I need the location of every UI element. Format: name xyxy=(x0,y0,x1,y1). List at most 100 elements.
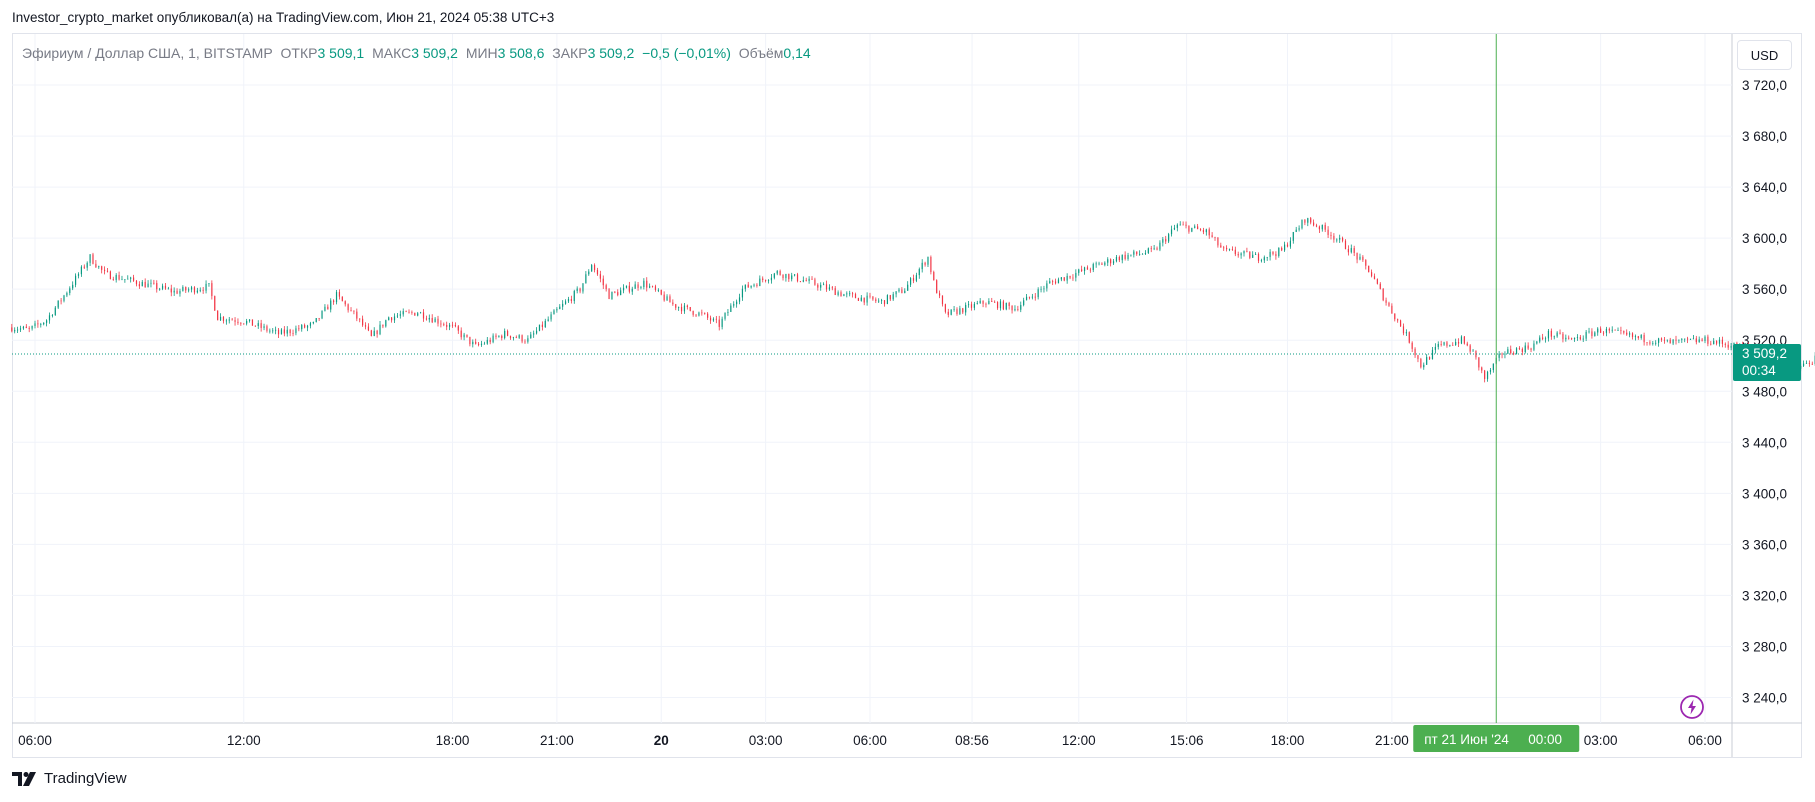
candle-body xyxy=(956,309,958,315)
candle-body xyxy=(1463,336,1465,344)
candle-body xyxy=(625,285,628,288)
candle-body xyxy=(1269,251,1271,257)
candle-body xyxy=(1678,339,1680,341)
candle-body xyxy=(1623,330,1625,333)
candle-body xyxy=(292,333,294,334)
candle-body xyxy=(405,311,407,312)
candle-body xyxy=(689,306,691,311)
candle-body xyxy=(979,300,981,304)
candle-body xyxy=(1573,337,1576,340)
candle-body xyxy=(663,294,665,301)
x-tick-label: 21:00 xyxy=(1375,733,1409,748)
candle-body xyxy=(1208,229,1210,236)
candle-body xyxy=(1397,319,1399,321)
candle-body xyxy=(924,262,926,265)
candle-body xyxy=(730,305,732,312)
candle-body xyxy=(48,315,51,321)
candle-body xyxy=(370,330,372,336)
candle-body xyxy=(672,302,674,305)
candle-body xyxy=(883,300,886,305)
candle-body xyxy=(1437,343,1439,347)
candle-body xyxy=(132,277,135,281)
candle-body xyxy=(857,298,860,301)
candle-body xyxy=(1202,230,1205,233)
x-tick-label: 18:00 xyxy=(436,733,470,748)
lightning-icon[interactable] xyxy=(1679,694,1705,720)
candle-body xyxy=(153,282,155,284)
candle-body xyxy=(185,287,187,291)
candle-body xyxy=(724,312,726,319)
candle-body xyxy=(504,330,506,339)
candle-body xyxy=(1101,263,1103,265)
candle-body xyxy=(69,288,71,293)
candle-body xyxy=(753,284,755,286)
candle-body xyxy=(251,319,254,326)
candle-body xyxy=(1695,338,1697,343)
candle-body xyxy=(1701,339,1703,341)
currency-button[interactable]: USD xyxy=(1737,40,1792,70)
candle-body xyxy=(936,280,938,294)
x-tick-label: 12:00 xyxy=(227,733,261,748)
candle-body xyxy=(1089,269,1091,271)
candle-body xyxy=(1144,253,1147,254)
candle-body xyxy=(1704,336,1706,341)
candle-body xyxy=(1513,353,1515,355)
candle-body xyxy=(1521,348,1523,353)
legend-symbol[interactable]: Эфириум / Доллар США, 1, BITSTAMP xyxy=(22,45,273,61)
chart-frame[interactable] xyxy=(12,33,1802,758)
candle-body xyxy=(709,317,712,321)
candle-body xyxy=(1608,328,1610,331)
candle-body xyxy=(269,330,271,332)
candle-body xyxy=(631,288,633,292)
candle-body xyxy=(1466,343,1468,346)
candle-body xyxy=(1629,333,1631,335)
candle-body xyxy=(579,288,581,292)
candle-body xyxy=(1060,277,1062,280)
candle-body xyxy=(1028,296,1031,298)
candle-body xyxy=(376,330,378,335)
candle-body xyxy=(1162,239,1164,243)
candle-body xyxy=(533,333,535,335)
candle-body xyxy=(1249,251,1251,258)
candle-body xyxy=(657,289,659,291)
x-tick-label: 21:00 xyxy=(540,733,574,748)
candle-body xyxy=(190,287,193,290)
candle-body xyxy=(585,274,587,284)
candle-body xyxy=(1252,254,1254,258)
candle-body xyxy=(1231,249,1234,250)
candle-body xyxy=(1107,259,1109,263)
candle-body xyxy=(1333,235,1335,240)
candle-body xyxy=(695,314,697,316)
candle-body xyxy=(301,325,303,330)
candle-body xyxy=(1562,333,1564,340)
candle-body xyxy=(518,335,520,338)
candle-body xyxy=(466,334,468,337)
x-tick-label: 08:56 xyxy=(955,733,989,748)
candle-body xyxy=(167,288,169,290)
candle-body xyxy=(1446,342,1448,346)
candle-body xyxy=(1687,338,1689,340)
candle-body xyxy=(1014,309,1016,311)
x-tick-label: 12:00 xyxy=(1062,733,1096,748)
candle-body xyxy=(118,275,120,280)
candle-body xyxy=(1153,248,1155,250)
candle-body xyxy=(1240,253,1242,256)
candle-body xyxy=(211,283,213,297)
candle-body xyxy=(1072,277,1074,279)
tradingview-logo[interactable]: TradingView xyxy=(12,770,127,787)
candle-body xyxy=(1501,353,1503,355)
candle-body xyxy=(608,289,610,299)
candle-body xyxy=(396,315,399,317)
candle-body xyxy=(106,270,109,272)
candle-body xyxy=(544,320,546,328)
candle-body xyxy=(1498,353,1500,358)
candle-body xyxy=(669,296,671,303)
candle-body xyxy=(399,314,401,316)
candle-body xyxy=(666,296,668,301)
candle-body xyxy=(1515,348,1518,355)
tradingview-logo-icon xyxy=(12,771,36,786)
candle-body xyxy=(80,266,82,275)
candle-body xyxy=(1373,276,1376,280)
candle-body xyxy=(480,343,483,345)
